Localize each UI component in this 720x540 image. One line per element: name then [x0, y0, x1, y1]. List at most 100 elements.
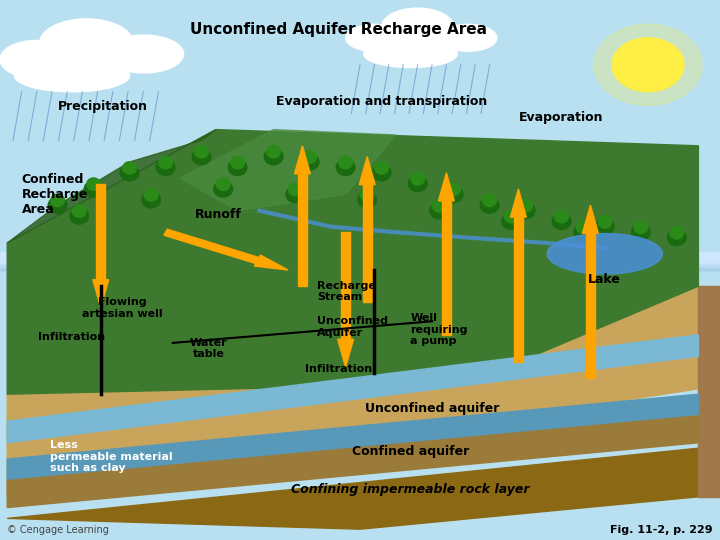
- Polygon shape: [294, 146, 310, 174]
- Bar: [0, 253, 720, 262]
- Text: Well
requiring
a pump: Well requiring a pump: [410, 313, 468, 346]
- Ellipse shape: [574, 224, 593, 240]
- Ellipse shape: [516, 202, 535, 219]
- Polygon shape: [164, 229, 259, 264]
- Ellipse shape: [594, 24, 702, 105]
- Ellipse shape: [156, 159, 175, 176]
- Ellipse shape: [50, 194, 65, 206]
- Polygon shape: [7, 130, 216, 243]
- Bar: [0, 260, 720, 269]
- Bar: [0, 255, 720, 264]
- Ellipse shape: [547, 233, 662, 274]
- Bar: [0, 260, 720, 268]
- Bar: [0, 257, 720, 266]
- Text: Infiltration: Infiltration: [38, 332, 106, 342]
- Ellipse shape: [14, 59, 130, 92]
- Ellipse shape: [552, 213, 571, 230]
- Polygon shape: [7, 286, 698, 497]
- Polygon shape: [7, 448, 698, 529]
- Polygon shape: [514, 217, 523, 362]
- Ellipse shape: [444, 186, 463, 202]
- Text: Flowing
artesian well: Flowing artesian well: [82, 297, 163, 319]
- Ellipse shape: [336, 159, 355, 176]
- Text: Water
table: Water table: [190, 338, 228, 359]
- Text: Evaporation: Evaporation: [519, 111, 604, 124]
- Text: Confining impermeable rock layer: Confining impermeable rock layer: [291, 483, 530, 496]
- Ellipse shape: [358, 192, 377, 208]
- Bar: [0, 261, 720, 270]
- Ellipse shape: [364, 40, 457, 68]
- Text: Runoff: Runoff: [194, 208, 241, 221]
- Ellipse shape: [216, 178, 230, 190]
- Ellipse shape: [214, 181, 233, 197]
- Bar: [0, 256, 720, 265]
- Ellipse shape: [430, 202, 449, 219]
- Text: Confined
Recharge
Area: Confined Recharge Area: [22, 173, 88, 216]
- Polygon shape: [298, 174, 307, 286]
- Bar: [0, 253, 720, 261]
- Ellipse shape: [192, 148, 211, 165]
- Ellipse shape: [158, 157, 173, 168]
- Bar: [0, 256, 720, 265]
- Ellipse shape: [40, 19, 133, 68]
- Polygon shape: [96, 184, 105, 280]
- Bar: [0, 260, 720, 269]
- Bar: [0, 257, 720, 266]
- Polygon shape: [363, 185, 372, 302]
- Bar: [0, 253, 720, 262]
- Bar: [0, 258, 720, 266]
- Polygon shape: [442, 201, 451, 335]
- Text: Unconfined aquifer: Unconfined aquifer: [365, 402, 499, 415]
- Ellipse shape: [300, 154, 319, 170]
- Ellipse shape: [439, 24, 497, 51]
- Ellipse shape: [70, 208, 89, 224]
- Ellipse shape: [0, 40, 72, 78]
- Ellipse shape: [670, 226, 684, 239]
- Polygon shape: [438, 173, 454, 201]
- Ellipse shape: [361, 189, 374, 201]
- Ellipse shape: [84, 181, 103, 197]
- Ellipse shape: [667, 230, 686, 246]
- Ellipse shape: [286, 186, 305, 202]
- Ellipse shape: [264, 148, 283, 165]
- Ellipse shape: [634, 221, 648, 233]
- Ellipse shape: [408, 176, 427, 192]
- Ellipse shape: [48, 197, 67, 213]
- Text: Lake: Lake: [588, 273, 621, 286]
- Ellipse shape: [446, 183, 461, 195]
- Ellipse shape: [120, 165, 139, 181]
- Polygon shape: [93, 280, 109, 308]
- Bar: [0, 255, 720, 264]
- Ellipse shape: [122, 161, 137, 174]
- Bar: [0, 259, 720, 268]
- Text: Precipitation: Precipitation: [58, 100, 148, 113]
- Polygon shape: [180, 130, 396, 211]
- Ellipse shape: [86, 178, 101, 190]
- Ellipse shape: [504, 211, 518, 222]
- Text: Unconfined Aquifer Recharge Area: Unconfined Aquifer Recharge Area: [190, 22, 487, 37]
- Ellipse shape: [631, 224, 650, 240]
- Ellipse shape: [288, 183, 302, 195]
- Polygon shape: [359, 157, 375, 185]
- Bar: [0, 255, 720, 265]
- Ellipse shape: [267, 145, 281, 158]
- Ellipse shape: [483, 194, 497, 206]
- Bar: [0, 254, 720, 263]
- Ellipse shape: [577, 221, 590, 233]
- Text: Recharge
Stream: Recharge Stream: [317, 281, 376, 302]
- Ellipse shape: [595, 219, 614, 235]
- Text: Unconfined
Aquifer: Unconfined Aquifer: [317, 316, 388, 338]
- Bar: [0, 261, 720, 269]
- Ellipse shape: [144, 189, 158, 201]
- Ellipse shape: [231, 157, 245, 168]
- Ellipse shape: [194, 145, 209, 158]
- Polygon shape: [341, 232, 350, 339]
- Ellipse shape: [518, 199, 533, 212]
- Bar: [0, 254, 720, 263]
- Text: Fig. 11-2, p. 229: Fig. 11-2, p. 229: [610, 524, 713, 535]
- Text: Confined aquifer: Confined aquifer: [352, 446, 469, 458]
- Bar: [0, 256, 720, 266]
- Bar: [0, 254, 720, 264]
- Polygon shape: [7, 416, 698, 508]
- Ellipse shape: [72, 205, 86, 217]
